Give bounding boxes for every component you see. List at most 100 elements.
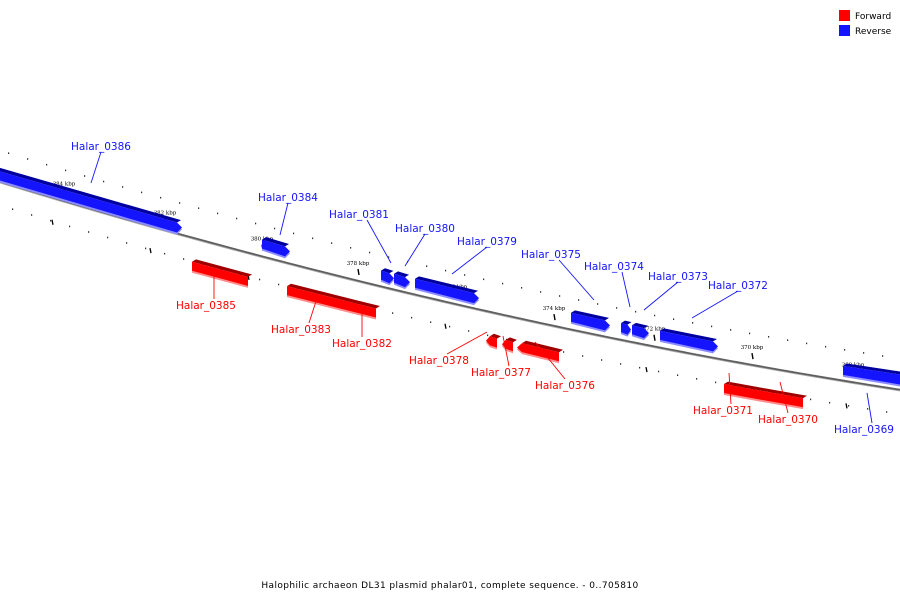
minor-tick-upper (673, 318, 675, 320)
gene-body (262, 239, 290, 257)
gene-body (192, 261, 248, 286)
gene-label[interactable]: Halar_0374 (584, 261, 644, 273)
gene-label[interactable]: Halar_0386 (71, 141, 131, 153)
gene-body (357, 303, 376, 318)
gene-body (762, 390, 803, 408)
gene-label[interactable]: Halar_0373 (648, 271, 708, 283)
gene-top-face (415, 276, 478, 294)
gene-leader-line (621, 271, 631, 308)
gene-leader-line (451, 246, 488, 275)
gene-halar-0381[interactable] (381, 268, 394, 286)
scale-tick-label: 382 kbp (154, 210, 177, 216)
scale-tick-label: 370 kbp (741, 345, 764, 351)
gene-halar-0369[interactable] (843, 363, 900, 387)
gene-label[interactable]: Halar_0383 (271, 324, 331, 336)
gene-label[interactable]: Halar_0372 (708, 280, 768, 292)
minor-tick-upper (616, 307, 618, 309)
minor-tick-upper (46, 163, 48, 166)
gene-label[interactable]: Halar_0379 (457, 236, 517, 248)
gene-leader-line (779, 381, 789, 414)
gene-halar-0380[interactable] (394, 271, 410, 290)
minor-tick-lower (392, 312, 394, 314)
gene-top-face (571, 310, 609, 321)
gene-halar-0385[interactable] (192, 259, 252, 288)
minor-tick-lower (145, 247, 147, 250)
minor-tick-lower (430, 321, 432, 323)
gene-labels: Halar_0386 Halar_0385 Halar_0384 Halar_0383… (71, 141, 894, 436)
gene-halar-0372[interactable] (660, 328, 718, 354)
minor-tick-upper (787, 339, 789, 341)
minor-tick-upper (369, 251, 371, 254)
minor-tick-lower (31, 214, 33, 216)
gene-halar-0384[interactable] (262, 237, 290, 259)
minor-tick-lower (639, 366, 641, 369)
gene-halar-0378[interactable] (486, 333, 501, 350)
minor-tick-lower (107, 236, 109, 239)
gene-halar-0371[interactable] (724, 381, 767, 403)
minor-tick-upper (236, 217, 238, 220)
gene-body (517, 343, 559, 362)
map-caption: Halophilic archaeon DL31 plasmid phalar0… (261, 581, 638, 591)
gene-label[interactable]: Halar_0370 (758, 414, 818, 426)
gene-label[interactable]: Halar_0385 (176, 300, 236, 312)
gene-halar-0386[interactable] (0, 167, 182, 235)
gene-halar-0382[interactable] (357, 301, 380, 320)
minor-tick-lower (848, 405, 850, 407)
scale-tick-mark (553, 313, 556, 321)
minor-tick-upper (255, 222, 257, 225)
gene-top-face (843, 363, 900, 375)
minor-tick-upper (540, 291, 542, 293)
minor-tick-upper (27, 158, 29, 160)
gene-halar-0373[interactable] (632, 322, 649, 341)
minor-tick-upper (293, 232, 295, 235)
gene-label[interactable]: Halar_0381 (329, 209, 389, 221)
gene-halar-0379[interactable] (415, 276, 479, 306)
gene-leader-line (728, 372, 732, 405)
legend: Forward Reverse (839, 10, 892, 37)
minor-tick-upper (635, 310, 637, 313)
minor-tick-lower (50, 219, 52, 222)
backbone-highlight (0, 182, 900, 392)
minor-tick-lower (563, 351, 565, 353)
legend-reverse-label: Reverse (855, 27, 892, 37)
gene-halar-0374[interactable] (621, 320, 632, 337)
gene-leader-line (643, 281, 679, 311)
gene-label[interactable]: Halar_0375 (521, 249, 581, 261)
gene-halar-0370[interactable] (762, 388, 807, 410)
gene-label[interactable]: Halar_0384 (258, 192, 318, 204)
gene-halar-0383[interactable] (287, 283, 362, 316)
gene-body (415, 278, 479, 304)
gene-halar-0377[interactable] (502, 337, 517, 354)
major-tick-lower (51, 219, 54, 225)
gene-label[interactable]: Halar_0382 (332, 338, 392, 350)
minor-tick-upper (711, 325, 713, 328)
minor-tick-upper (160, 196, 162, 199)
minor-tick-lower (867, 408, 869, 410)
minor-tick-lower (12, 208, 14, 210)
minor-tick-upper (844, 349, 846, 351)
gene-label[interactable]: Halar_0378 (409, 355, 469, 367)
gene-label[interactable]: Halar_0371 (693, 405, 753, 417)
minor-tick-lower (183, 258, 185, 260)
gene-label[interactable]: Halar_0377 (471, 367, 531, 379)
minor-tick-upper (84, 175, 86, 177)
legend-forward-label: Forward (855, 12, 891, 22)
minor-tick-lower (715, 381, 717, 384)
gene-label[interactable]: Halar_0376 (535, 380, 595, 392)
gene-top-face (357, 301, 380, 309)
gene-label[interactable]: Halar_0369 (834, 424, 894, 436)
minor-tick-lower (487, 334, 489, 337)
gene-leader-line (558, 259, 595, 301)
minor-tick-upper (274, 227, 276, 230)
gene-label[interactable]: Halar_0380 (395, 223, 455, 235)
minor-tick-lower (810, 398, 812, 401)
gene-halar-0376[interactable] (517, 340, 563, 364)
minor-tick-lower (411, 316, 413, 319)
minor-tick-lower (164, 252, 166, 255)
minor-tick-lower (601, 359, 603, 361)
minor-tick-upper (426, 265, 428, 267)
minor-tick-upper (882, 355, 884, 357)
gene-top-face (621, 320, 632, 325)
gene-halar-0375[interactable] (571, 310, 610, 333)
